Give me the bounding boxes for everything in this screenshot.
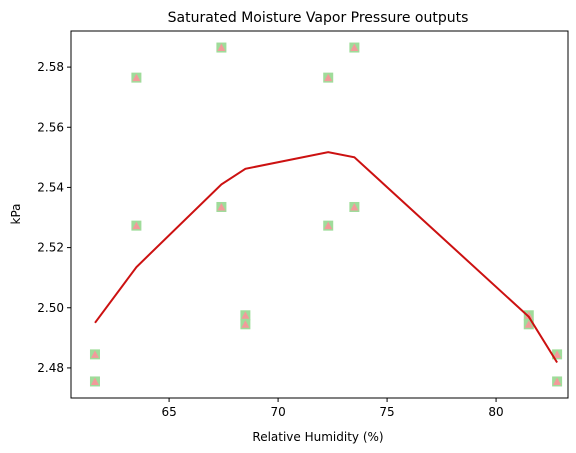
y-tick-label: 2.58 <box>37 60 64 74</box>
plot-frame <box>71 31 568 398</box>
x-tick-label: 70 <box>270 405 285 419</box>
y-axis-label: kPa <box>9 204 23 225</box>
y-tick-label: 2.48 <box>37 361 64 375</box>
y-tick-label: 2.56 <box>37 120 64 134</box>
x-tick-label: 80 <box>488 405 503 419</box>
trend-line <box>95 152 557 362</box>
x-tick-label: 65 <box>161 405 176 419</box>
y-tick-label: 2.52 <box>37 241 64 255</box>
x-axis: 65 70 75 80 <box>161 398 503 419</box>
y-tick-label: 2.54 <box>37 180 64 194</box>
y-axis: 2.48 2.50 2.52 2.54 2.56 2.58 <box>37 60 71 375</box>
plot-area <box>90 43 562 387</box>
chart-title: Saturated Moisture Vapor Pressure output… <box>168 10 469 26</box>
x-tick-label: 75 <box>379 405 394 419</box>
x-axis-label: Relative Humidity (%) <box>252 430 383 444</box>
y-tick-label: 2.50 <box>37 301 64 315</box>
